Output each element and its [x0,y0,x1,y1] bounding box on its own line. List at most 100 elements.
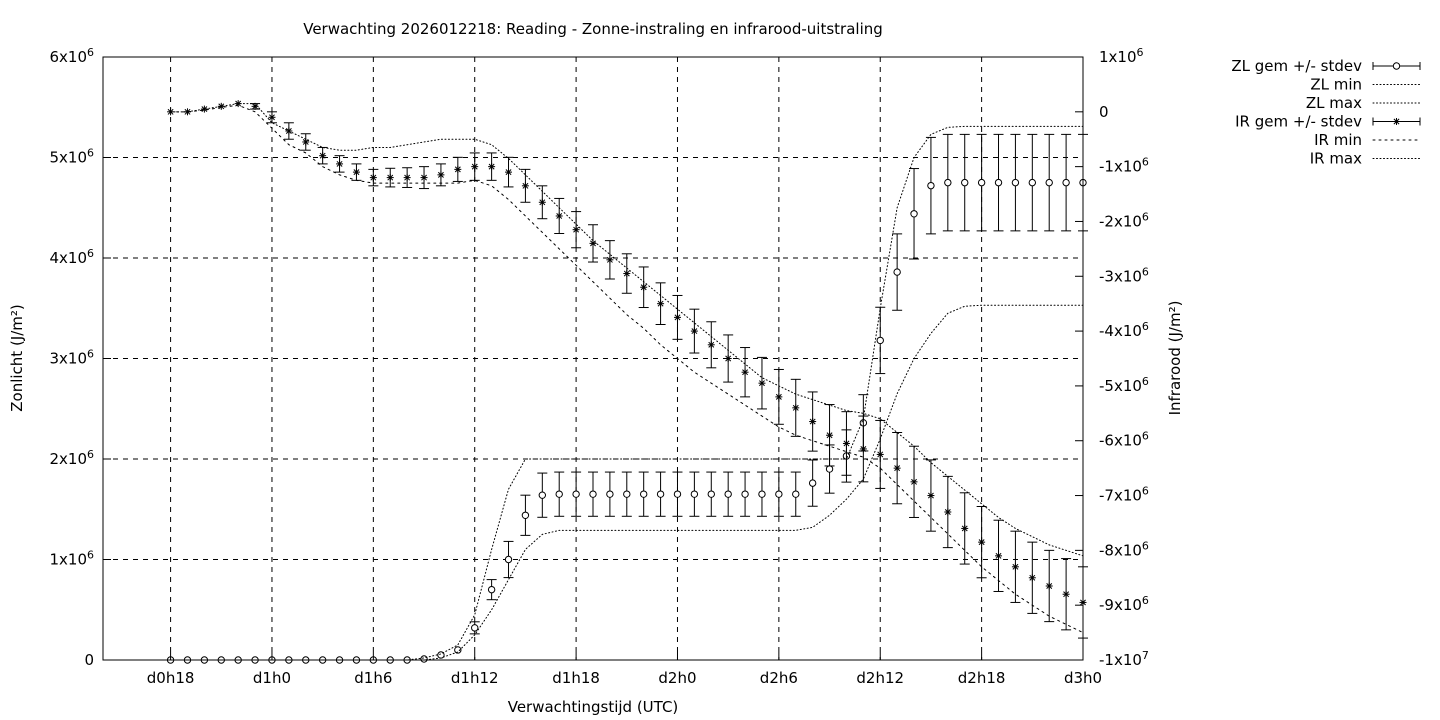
data-point [336,160,344,168]
data-point [910,478,918,486]
data-point-stroke [454,166,461,173]
data-point [319,152,327,160]
data-point-stroke [826,432,833,439]
data-point [775,393,783,401]
y-right-tick-label: 0 [1099,103,1109,121]
legend-label: ZL gem +/- stdev [1231,57,1362,75]
series-line [170,104,1084,634]
data-point-stroke [674,314,681,321]
data-point [876,336,884,345]
data-point [724,490,732,498]
data-point-stroke [539,199,546,206]
data-point [268,113,276,121]
data-point [825,465,834,473]
data-point [454,165,462,173]
data-point [690,327,698,335]
data-point [673,313,681,321]
y-right-tick-label: -1x107 [1099,649,1149,669]
data-point [876,450,884,458]
y-left-tick-label: 1x106 [49,549,94,569]
data-point [758,490,766,498]
data-point [420,655,428,663]
data-point-stroke [573,226,580,233]
y-right-tick-label: -8x106 [1099,539,1149,559]
data-point [977,178,986,187]
data-point [1011,178,1020,187]
data-point-stroke [421,174,427,181]
data-point [741,368,749,376]
data-point-stroke [860,445,867,452]
data-point [1062,590,1070,598]
y-axis-label-left: Zonlicht (J/m²) [8,304,26,412]
grid-lines [103,57,1084,660]
data-point [724,355,732,362]
data-point [657,300,665,308]
data-point-stroke [319,152,326,159]
data-point-stroke [809,418,816,425]
data-point-stroke [708,341,715,348]
data-point [1028,178,1037,187]
data-point-stroke [252,103,259,110]
data-point-stroke [505,169,512,176]
data-point-stroke [725,355,732,362]
legend-label: IR min [1314,131,1362,149]
data-point-stroke [792,404,799,411]
data-point [842,439,850,447]
data-point [420,174,428,182]
data-point-stroke [1012,563,1019,570]
data-point [1011,563,1019,571]
x-tick-label: d2h12 [856,669,904,687]
data-point-stroke [995,552,1002,559]
legend-marker [1393,118,1400,125]
data-point [437,171,445,179]
data-point [893,268,901,276]
y-right-tick-label: -5x106 [1099,375,1149,395]
data-point-stroke [522,182,529,189]
data-point-stroke [471,163,478,170]
x-tick-label: d2h18 [958,669,1006,687]
y-right-tick-label: -1x106 [1099,156,1149,176]
data-point [792,490,800,498]
y-left-tick-label: 2x106 [49,448,94,468]
series-line [170,103,1084,557]
y-axis-label-right: Infrarood (J/m²) [1166,301,1184,416]
data-point [606,256,614,264]
data-point [927,181,935,190]
data-point-stroke [775,393,782,400]
y-right-tick-label: -9x106 [1099,594,1149,614]
data-point [758,379,766,387]
data-point [589,490,597,498]
data-point [623,270,631,278]
data-point-stroke [269,114,275,121]
x-tick-label: d1h18 [552,669,600,687]
data-point [690,490,699,498]
data-point [961,178,969,187]
data-point [538,198,546,206]
x-axis-label: Verwachtingstijd (UTC) [508,698,679,716]
data-point [961,524,969,532]
data-point-stroke [404,174,411,181]
data-point-stroke [387,174,394,181]
x-tick-label: d1h0 [253,669,291,687]
data-point-stroke [336,160,343,167]
y-right-tick-label: -2x106 [1099,210,1149,230]
data-point [994,178,1003,187]
data-point-stroke [742,369,749,376]
data-point-stroke [927,492,934,499]
data-point-stroke [556,213,563,219]
data-point [505,168,513,176]
data-point-stroke [894,465,901,472]
data-point-stroke [353,169,360,176]
data-point [471,624,479,632]
y-right-tick-label: -3x106 [1099,265,1149,285]
data-point [572,226,580,234]
data-point [978,538,986,546]
x-tick-label: d2h6 [760,669,798,687]
data-point-stroke [877,451,884,458]
y-left-tick-label: 5x106 [49,147,94,167]
x-tick-label: d1h6 [354,669,392,687]
data-point [893,464,901,472]
data-point [521,182,529,190]
data-point [792,404,800,412]
data-point [521,511,530,519]
